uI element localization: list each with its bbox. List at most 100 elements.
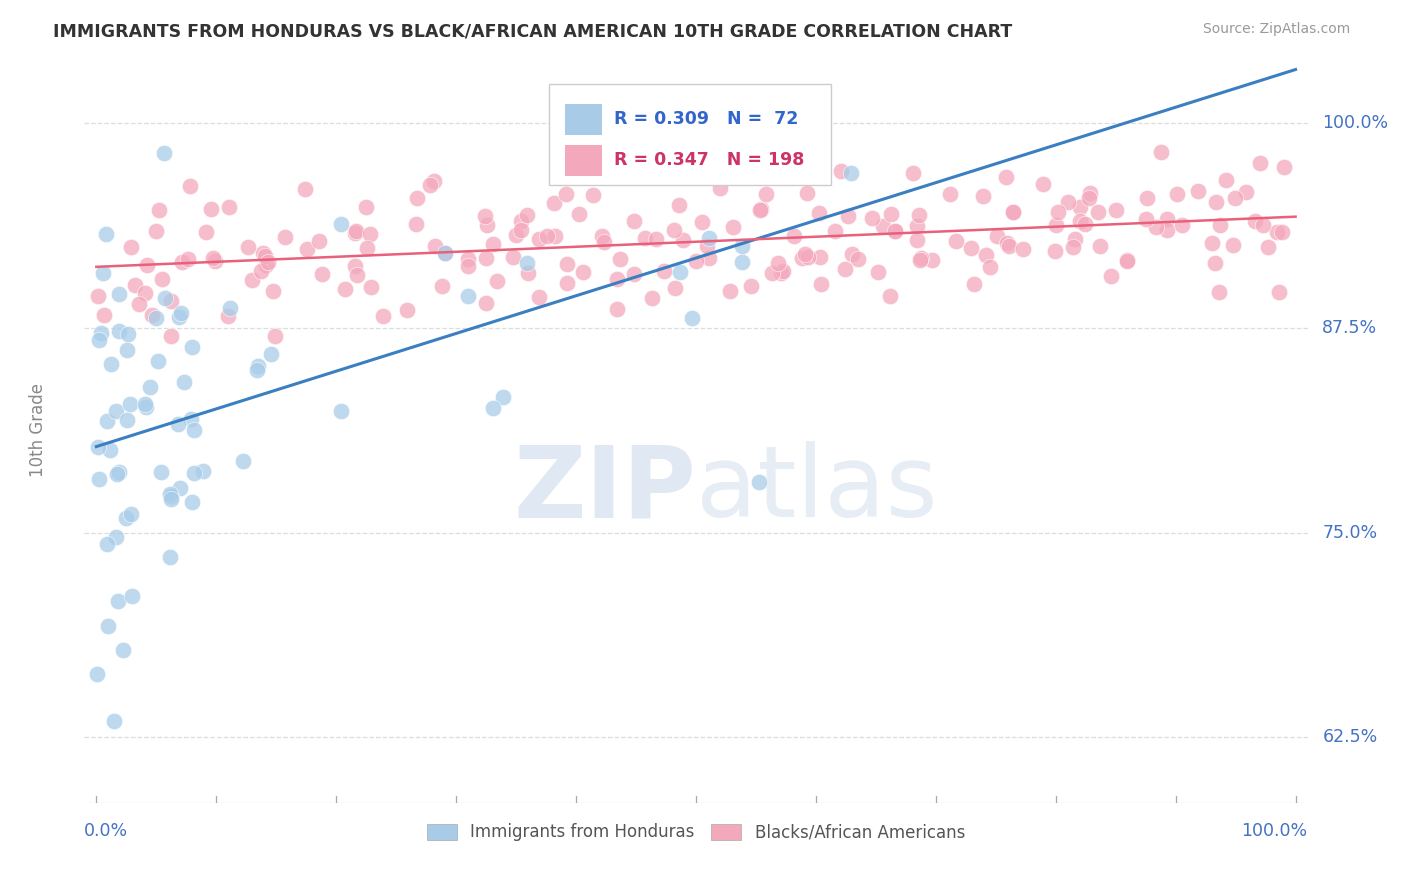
Point xyxy=(1105,202,1128,217)
Point xyxy=(1116,252,1139,267)
Point xyxy=(766,256,789,270)
Point xyxy=(1268,285,1291,299)
Point xyxy=(107,594,129,608)
Point xyxy=(721,219,744,234)
Text: 87.5%: 87.5% xyxy=(1322,319,1378,337)
Point xyxy=(254,259,277,273)
Point xyxy=(236,240,259,254)
Point xyxy=(731,254,754,268)
Point xyxy=(1215,172,1237,186)
Point xyxy=(145,224,167,238)
Point xyxy=(1099,269,1122,284)
Point xyxy=(344,259,367,273)
Point xyxy=(356,241,378,255)
Point xyxy=(1144,220,1167,235)
Point xyxy=(179,179,201,194)
Point xyxy=(1265,225,1288,239)
Point xyxy=(1201,235,1223,250)
Point xyxy=(232,453,254,467)
Point xyxy=(136,258,159,272)
Point xyxy=(145,310,167,325)
Point xyxy=(91,266,114,280)
Point xyxy=(681,311,703,326)
Point xyxy=(690,215,713,229)
Point xyxy=(262,284,284,298)
Point xyxy=(105,530,128,544)
Point xyxy=(128,297,150,311)
Point xyxy=(405,191,427,205)
Point xyxy=(1043,244,1066,258)
Point xyxy=(344,224,367,238)
Point xyxy=(645,232,668,246)
Point xyxy=(1078,186,1101,201)
Point xyxy=(1074,218,1097,232)
Point xyxy=(1271,225,1294,239)
Point xyxy=(1135,212,1157,227)
Point xyxy=(509,214,531,228)
Point xyxy=(482,237,505,252)
Point xyxy=(938,187,960,202)
Point xyxy=(135,400,157,414)
Point xyxy=(434,246,457,260)
Point xyxy=(152,272,174,286)
Point xyxy=(294,182,316,196)
Point xyxy=(634,231,657,245)
Point xyxy=(96,413,118,427)
Point xyxy=(641,291,664,305)
Point xyxy=(536,229,558,244)
Point xyxy=(834,262,856,277)
Point xyxy=(879,289,901,303)
Point xyxy=(160,491,183,506)
Point xyxy=(1209,219,1232,233)
Point xyxy=(824,224,846,238)
Point xyxy=(330,404,353,418)
Point xyxy=(257,255,280,269)
FancyBboxPatch shape xyxy=(565,145,602,176)
Point xyxy=(1012,242,1035,256)
Point xyxy=(94,227,117,242)
Point xyxy=(998,239,1021,253)
Point xyxy=(1001,204,1024,219)
Point xyxy=(354,200,377,214)
Point xyxy=(830,164,852,178)
Point xyxy=(474,209,496,223)
Point xyxy=(960,241,983,255)
Point xyxy=(529,290,551,304)
Point xyxy=(86,667,108,681)
Text: R = 0.347   N = 198: R = 0.347 N = 198 xyxy=(614,152,804,169)
Point xyxy=(96,537,118,551)
Point xyxy=(554,186,576,201)
Point xyxy=(115,412,138,426)
Point xyxy=(772,263,794,277)
Point xyxy=(89,333,111,347)
Point xyxy=(1171,218,1194,232)
Point xyxy=(1032,177,1054,191)
Point xyxy=(107,325,129,339)
Point xyxy=(457,289,479,303)
Point xyxy=(103,714,125,729)
Point xyxy=(86,289,108,303)
Point xyxy=(181,494,204,508)
Point xyxy=(718,284,741,298)
Point xyxy=(176,252,198,266)
Point xyxy=(274,230,297,244)
Point xyxy=(105,467,128,481)
Point xyxy=(740,278,762,293)
Point xyxy=(749,202,772,216)
Point xyxy=(808,205,831,219)
Point xyxy=(872,219,894,233)
Point xyxy=(606,272,628,286)
Point xyxy=(963,277,986,292)
Point xyxy=(93,308,115,322)
Point xyxy=(516,266,538,280)
Point xyxy=(242,273,264,287)
Point xyxy=(696,239,718,253)
Point xyxy=(1253,218,1275,232)
Point xyxy=(204,254,226,268)
Point xyxy=(1156,222,1178,236)
Point xyxy=(591,229,613,244)
Point xyxy=(974,247,997,261)
Point xyxy=(311,267,333,281)
Point xyxy=(200,202,222,216)
Point xyxy=(330,217,353,231)
